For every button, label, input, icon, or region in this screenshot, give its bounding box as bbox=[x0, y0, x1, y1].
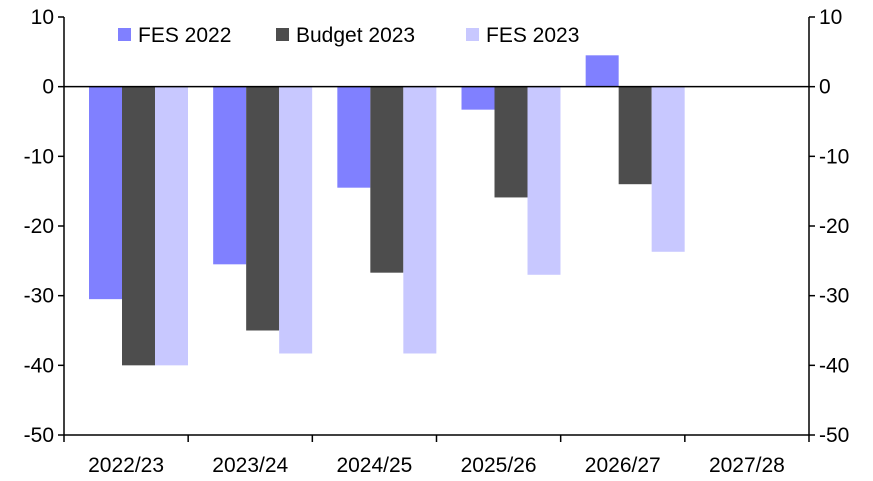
x-category-label: 2027/28 bbox=[709, 454, 785, 477]
left-y-tick-label: -20 bbox=[24, 215, 54, 238]
x-category-label: 2023/24 bbox=[212, 454, 288, 477]
bar-fes-2023-2023-24 bbox=[279, 86, 313, 354]
bar-budget-2023-2026-27 bbox=[618, 86, 652, 185]
bar-budget-2023-2022-23 bbox=[122, 86, 155, 366]
legend-swatch bbox=[118, 28, 131, 41]
left-y-tick-label: 10 bbox=[31, 6, 54, 29]
right-y-tick-label: -10 bbox=[819, 145, 849, 168]
left-y-tick-label: -50 bbox=[24, 424, 54, 447]
legend: FES 2022 Budget 2023 FES 2023 bbox=[118, 24, 579, 47]
bar-fes-2023-2024-25 bbox=[403, 86, 437, 354]
bar-fes-2022-2025-26 bbox=[461, 86, 495, 110]
right-y-tick-label: -20 bbox=[819, 215, 849, 238]
bar-fes-2022-2023-24 bbox=[213, 86, 247, 265]
x-category-label: 2024/25 bbox=[336, 454, 412, 477]
legend-label: FES 2023 bbox=[486, 24, 579, 47]
bar-fes-2023-2025-26 bbox=[527, 86, 561, 275]
bar-budget-2023-2023-24 bbox=[246, 86, 280, 331]
left-y-tick-label: -10 bbox=[24, 145, 54, 168]
left-y-tick-label: -30 bbox=[24, 285, 54, 308]
left-y-tick-label: -40 bbox=[24, 354, 54, 377]
x-category-label: 2026/27 bbox=[585, 454, 661, 477]
right-y-tick-label: 10 bbox=[819, 6, 842, 29]
bar-budget-2023-2025-26 bbox=[494, 86, 528, 198]
left-y-tick-label: 0 bbox=[42, 76, 54, 99]
axis-ticks: 10 10 0 0 -10 -10 -20 -20 -30 -30 -40 -40 -50 -50 2022… bbox=[24, 6, 850, 477]
right-y-tick-label: -50 bbox=[819, 424, 849, 447]
right-y-tick-label: 0 bbox=[819, 76, 831, 99]
bar-fes-2023-2026-27 bbox=[651, 86, 685, 252]
bar-fes-2022-2026-27 bbox=[585, 55, 619, 87]
legend-label: Budget 2023 bbox=[296, 24, 415, 47]
x-category-label: 2022/23 bbox=[88, 454, 164, 477]
legend-swatch bbox=[276, 28, 289, 41]
bar-budget-2023-2024-25 bbox=[370, 86, 404, 273]
bar-fes-2022-2024-25 bbox=[337, 86, 371, 188]
bar-fes-2022-2022-23 bbox=[89, 86, 122, 300]
legend-label: FES 2022 bbox=[138, 24, 231, 47]
bar-series-group bbox=[89, 55, 685, 366]
legend-swatch bbox=[466, 28, 479, 41]
x-category-label: 2025/26 bbox=[461, 454, 537, 477]
bar-fes-2023-2022-23 bbox=[155, 86, 188, 366]
right-y-tick-label: -40 bbox=[819, 354, 849, 377]
right-y-tick-label: -30 bbox=[819, 285, 849, 308]
